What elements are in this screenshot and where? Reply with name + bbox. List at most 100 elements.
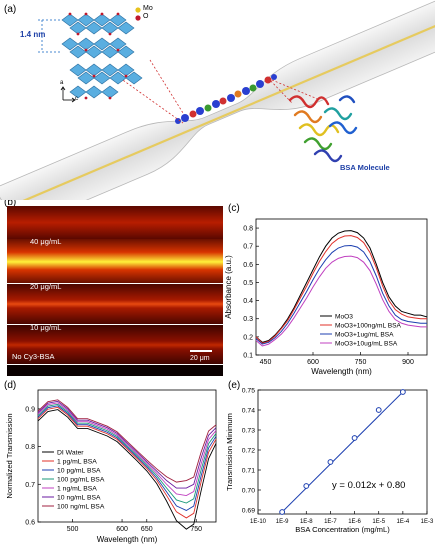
moo3-crystal-structure bbox=[61, 12, 143, 100]
data-point bbox=[303, 483, 310, 489]
mo-atom-icon bbox=[135, 7, 141, 13]
fluor-strip-none bbox=[7, 365, 223, 376]
series-line bbox=[37, 403, 217, 504]
panel-a-label: (a) bbox=[4, 4, 17, 15]
plot-frame bbox=[37, 389, 217, 523]
x-tick-label: 900 bbox=[402, 359, 414, 366]
fit-line bbox=[281, 391, 404, 513]
legend-label: 100 pg/mL BSA bbox=[57, 477, 105, 484]
divider bbox=[7, 364, 223, 365]
y-tick-label: 0.69 bbox=[242, 508, 255, 515]
x-axis-label: BSA Concentration (mg/mL) bbox=[295, 525, 390, 534]
x-tick-label: 1E-10 bbox=[250, 519, 267, 525]
y-tick-label: 0.9 bbox=[25, 406, 35, 413]
y-tick-label: 0.8 bbox=[243, 226, 253, 233]
y-tick-label: 0.7 bbox=[243, 244, 253, 251]
y-tick-label: 0.74 bbox=[242, 408, 255, 415]
series-line bbox=[37, 400, 217, 489]
legend-label: 1 ng/mL BSA bbox=[57, 486, 97, 493]
x-tick-label: 600 bbox=[116, 526, 128, 533]
x-tick-label: 500 bbox=[67, 526, 79, 533]
fluor-strip-20 bbox=[7, 284, 223, 324]
series-line bbox=[37, 402, 217, 496]
series-line bbox=[255, 255, 427, 347]
y-tick-label: 0.6 bbox=[25, 520, 35, 527]
y-tick-label: 0.6 bbox=[243, 262, 253, 269]
x-tick-label: 600 bbox=[307, 359, 319, 366]
bsa-coating bbox=[175, 74, 277, 124]
zoom-lines bbox=[119, 59, 321, 124]
divider bbox=[7, 283, 223, 284]
y-tick-label: 0.73 bbox=[242, 428, 255, 435]
panel-b-label: (b) bbox=[4, 197, 17, 208]
y-tick-label: 0.3 bbox=[243, 316, 253, 323]
fluor-label-40: 40 μg/mL bbox=[30, 237, 62, 246]
y-axis-label: Absorbance (a.u.) bbox=[224, 255, 233, 319]
x-tick-label: 1E-3 bbox=[421, 519, 434, 525]
panel-a-schematic bbox=[0, 0, 435, 200]
legend-label: MoO3+1ug/mL BSA bbox=[335, 332, 394, 339]
chart-e: 0.69 0.70 0.71 0.72 0.73 0.74 0.75 1E-10 1E-9 1E-… bbox=[225, 388, 434, 535]
fluor-strip-10 bbox=[7, 325, 223, 365]
series-line bbox=[37, 405, 217, 511]
legend-label: MoO3+10ug/mL BSA bbox=[335, 341, 398, 348]
bsa-molecule-label: BSA Molecule bbox=[340, 163, 390, 172]
panel-e-label: (e) bbox=[228, 380, 241, 391]
panel-c-label: (c) bbox=[228, 203, 240, 214]
x-tick-label: 750 bbox=[190, 526, 202, 533]
fluor-label-20: 20 μg/mL bbox=[30, 282, 62, 291]
fluor-label-none: No Cy3-BSA bbox=[12, 352, 55, 361]
spacing-bracket bbox=[38, 19, 62, 53]
divider bbox=[7, 324, 223, 325]
y-tick-label: 0.2 bbox=[243, 334, 253, 341]
legend-label: 100 ng/mL BSA bbox=[57, 504, 105, 511]
fit-equation: y = 0.012x + 0.80 bbox=[332, 480, 405, 491]
data-point bbox=[375, 407, 382, 413]
fluor-strip-top bbox=[7, 206, 223, 239]
axis-a-label: a bbox=[60, 80, 64, 86]
y-tick-label: 0.1 bbox=[243, 353, 253, 360]
y-tick-label: 0.4 bbox=[243, 298, 253, 305]
tapered-fiber bbox=[0, 0, 435, 200]
data-point bbox=[399, 389, 406, 395]
legend-o-label: O bbox=[143, 13, 149, 20]
x-tick-label: 450 bbox=[260, 359, 272, 366]
data-point bbox=[351, 435, 358, 441]
series-line bbox=[255, 244, 427, 345]
data-point bbox=[327, 459, 334, 465]
scale-bar bbox=[190, 350, 212, 352]
x-tick-label: 1E-8 bbox=[300, 519, 313, 525]
legend-label: DI Water bbox=[57, 450, 84, 457]
x-tick-label: 1E-6 bbox=[348, 519, 361, 525]
legend-label: MoO3+100ng/mL BSA bbox=[335, 323, 402, 330]
legend-label: 10 pg/mL BSA bbox=[57, 468, 101, 475]
x-tick-label: 1E-5 bbox=[372, 519, 385, 525]
x-axis-label: Wavelength (nm) bbox=[97, 535, 158, 544]
fluor-strip-40 bbox=[7, 239, 223, 283]
y-tick-label: 0.5 bbox=[243, 280, 253, 287]
scale-bar-label: 20 μm bbox=[190, 355, 210, 362]
chart-d: 0.6 0.7 0.8 0.9 500 600 650 750 Wavelength (nm) N… bbox=[5, 389, 217, 544]
plot-frame bbox=[255, 218, 428, 356]
legend-label: MoO3 bbox=[335, 314, 353, 321]
series-line bbox=[37, 406, 217, 519]
bsa-protein-icon bbox=[288, 95, 358, 163]
legend-label: 1 pg/mL BSA bbox=[57, 459, 97, 466]
y-axis-label: Normalized Transmission bbox=[5, 413, 14, 498]
crystal-axes bbox=[60, 86, 76, 103]
x-tick-label: 1E-9 bbox=[276, 519, 289, 525]
x-tick-label: 750 bbox=[355, 359, 367, 366]
fluorescence-panel bbox=[7, 206, 223, 376]
chart-c: 0.1 0.2 0.3 0.4 0.5 0.6 0.7 0.8 600 750 900 450 Wave… bbox=[224, 218, 428, 376]
series-line bbox=[255, 235, 427, 344]
series-line bbox=[255, 230, 428, 343]
o-atom-icon bbox=[135, 15, 141, 21]
y-tick-label: 0.8 bbox=[25, 444, 35, 451]
axis-c-label: c bbox=[75, 96, 78, 102]
y-tick-label: 0.7 bbox=[25, 482, 35, 489]
x-tick-label: 1E-4 bbox=[397, 519, 410, 525]
series-line bbox=[37, 409, 217, 530]
y-axis-label: Transmission Minimum bbox=[225, 413, 234, 491]
y-tick-label: 0.71 bbox=[242, 468, 255, 475]
data-point bbox=[279, 509, 286, 515]
